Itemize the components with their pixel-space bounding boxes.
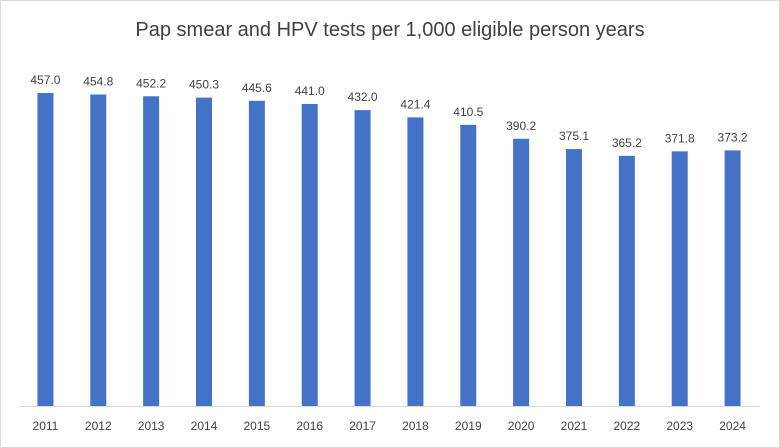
bar-2024 (724, 150, 741, 406)
x-tick-label-2020: 2020 (508, 419, 535, 433)
x-tick-label-2019: 2019 (455, 419, 482, 433)
value-label-2017: 432.0 (348, 90, 378, 104)
bar-2013 (143, 96, 160, 406)
x-tick-label-2012: 2012 (85, 419, 112, 433)
value-label-2015: 445.6 (242, 81, 272, 95)
value-label-2013: 452.2 (136, 76, 166, 90)
bar-2022 (618, 155, 635, 406)
x-tick-label-2021: 2021 (561, 419, 588, 433)
x-tick-label-2011: 2011 (33, 419, 59, 433)
x-tick-label-2024: 2024 (719, 419, 746, 433)
value-label-2020: 390.2 (506, 119, 536, 133)
x-tick-label-2016: 2016 (296, 419, 323, 433)
value-label-2023: 371.8 (665, 131, 695, 145)
value-label-2019: 410.5 (453, 105, 483, 119)
value-label-2012: 454.8 (83, 75, 113, 89)
bar-2023 (671, 151, 688, 406)
x-tick-label-2017: 2017 (349, 419, 376, 433)
x-tick-label-2023: 2023 (666, 419, 693, 433)
bar-2020 (513, 138, 530, 407)
x-tick-label-2018: 2018 (402, 419, 429, 433)
value-label-2011: 457.0 (30, 73, 60, 87)
bar-2021 (566, 149, 582, 406)
bar-2016 (301, 103, 318, 406)
x-tick-label-2014: 2014 (191, 419, 218, 433)
bar-2014 (196, 97, 212, 406)
bar-2017 (354, 110, 371, 407)
bar-2015 (248, 100, 265, 407)
value-label-2016: 441.0 (295, 84, 325, 98)
value-label-2014: 450.3 (189, 78, 219, 92)
value-label-2018: 421.4 (400, 97, 430, 111)
x-tick-label-2022: 2022 (614, 419, 641, 433)
value-label-2022: 365.2 (612, 136, 642, 150)
value-label-2021: 375.1 (559, 129, 589, 143)
bar-2018 (407, 117, 424, 406)
bar-2012 (90, 94, 107, 407)
x-tick-label-2013: 2013 (138, 419, 165, 433)
chart-title: Pap smear and HPV tests per 1,000 eligib… (135, 19, 645, 41)
x-tick-label-2015: 2015 (244, 419, 271, 433)
value-label-2024: 373.2 (718, 130, 748, 144)
bar-2019 (460, 124, 477, 406)
bar-2011 (37, 93, 54, 406)
